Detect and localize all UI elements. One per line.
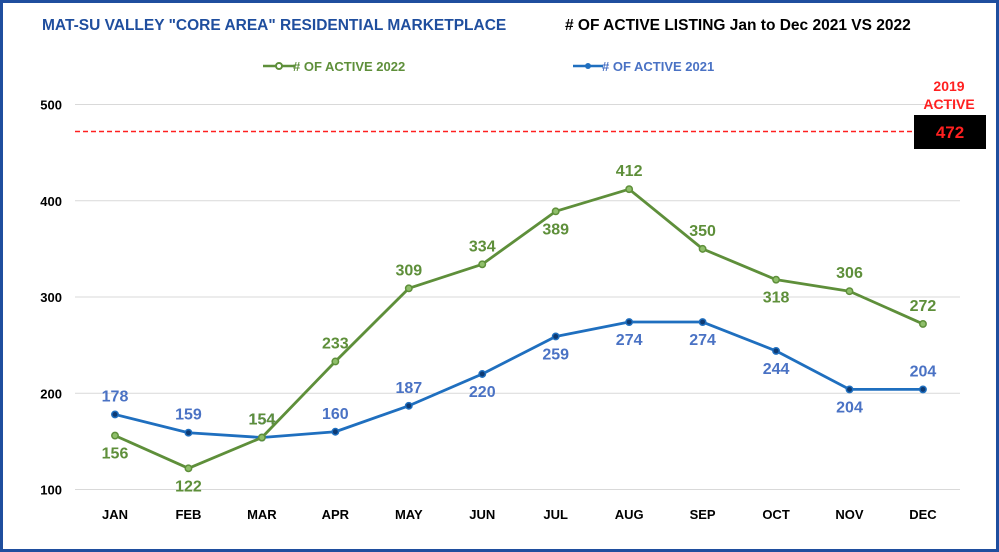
x-tick-label-dec: DEC: [909, 507, 937, 522]
data-label-2021-sep: 274: [689, 332, 716, 349]
chart-title-right: # OF ACTIVE LISTING Jan to Dec 2021 VS 2…: [565, 17, 911, 34]
series-line-2021: [114, 320, 923, 439]
legend-label-2022: # OF ACTIVE 2022: [293, 59, 405, 74]
data-label-2021-nov: 204: [836, 399, 863, 416]
point-2021-jun: [478, 370, 487, 378]
point-2022-feb: [184, 464, 193, 473]
point-2021-may: [404, 401, 413, 410]
x-tick-label-may: MAY: [395, 507, 423, 522]
reference-value-box: [914, 115, 986, 149]
point-2022-apr: [331, 357, 340, 366]
series-line-2022: [114, 187, 924, 470]
point-2021-aug: [625, 318, 634, 326]
data-label-2021-may: 187: [395, 380, 422, 397]
reference-label-active: ACTIVE: [923, 96, 974, 112]
point-2022-mar: [257, 433, 266, 442]
x-tick-label-jan: JAN: [102, 507, 128, 522]
data-label-2022-jul: 389: [542, 221, 569, 238]
data-label-2022-jun: 334: [469, 238, 496, 255]
legend-marker-2021: [585, 63, 591, 69]
reference-label-year: 2019: [933, 78, 964, 94]
legend-marker-2022: [275, 62, 283, 70]
x-tick-label-apr: APR: [322, 507, 350, 522]
point-2022-jul: [551, 207, 560, 216]
x-tick-label-jun: JUN: [469, 507, 495, 522]
point-2022-aug: [625, 185, 634, 194]
point-2022-oct: [772, 275, 780, 284]
point-2022-sep: [698, 244, 707, 253]
data-label-2022-nov: 306: [836, 265, 863, 282]
data-label-2022-oct: 318: [763, 290, 790, 307]
point-2021-nov: [845, 385, 854, 394]
data-label-2021-jan: 178: [102, 388, 129, 405]
y-tick-label-500: 500: [40, 98, 62, 113]
point-2021-dec: [919, 385, 927, 394]
data-label-2022-jan: 156: [102, 446, 129, 463]
data-label-2021-jul: 259: [542, 346, 569, 363]
y-tick-label-400: 400: [40, 194, 62, 209]
x-tick-label-nov: NOV: [835, 507, 864, 522]
point-2022-may: [404, 284, 413, 293]
data-label-2022-feb: 122: [175, 478, 202, 495]
point-2022-jan: [111, 431, 119, 440]
reference-value-label: 472: [936, 123, 964, 142]
data-label-2022-sep: 350: [689, 223, 716, 240]
data-label-2021-dec: 204: [910, 363, 937, 380]
x-tick-label-sep: SEP: [690, 507, 716, 522]
x-tick-label-oct: OCT: [762, 507, 790, 522]
x-tick-label-aug: AUG: [615, 507, 644, 522]
point-2021-jan: [111, 410, 119, 419]
point-2021-feb: [184, 428, 193, 437]
data-label-2021-aug: 274: [616, 332, 643, 349]
point-2021-jul: [551, 332, 560, 341]
data-label-2021-feb: 159: [175, 407, 202, 424]
data-label-2022-may: 309: [395, 262, 422, 279]
data-label-2021-mar: 154: [249, 412, 276, 429]
y-tick-label-200: 200: [40, 386, 62, 401]
data-label-2022-mar: 154: [249, 412, 276, 429]
chart-title-left: MAT-SU VALLEY "CORE AREA" RESIDENTIAL MA…: [42, 17, 507, 34]
x-tick-label-jul: JUL: [543, 507, 568, 522]
x-tick-label-feb: FEB: [175, 507, 201, 522]
point-2021-sep: [698, 318, 707, 326]
legend-label-2021: # OF ACTIVE 2021: [602, 59, 714, 74]
x-tick-label-mar: MAR: [247, 507, 277, 522]
data-label-2022-dec: 272: [910, 298, 937, 315]
y-tick-label-300: 300: [40, 290, 62, 305]
point-2022-jun: [478, 260, 487, 269]
data-label-2021-oct: 244: [763, 361, 790, 378]
data-label-2022-aug: 412: [616, 163, 643, 180]
data-label-2021-jun: 220: [469, 384, 496, 401]
point-2021-oct: [772, 346, 780, 355]
point-2022-dec: [919, 320, 927, 328]
data-label-2022-apr: 233: [322, 335, 349, 352]
y-tick-label-100: 100: [40, 483, 62, 498]
data-label-2021-apr: 160: [322, 406, 349, 423]
point-2021-apr: [331, 427, 340, 436]
point-2022-nov: [845, 287, 854, 296]
